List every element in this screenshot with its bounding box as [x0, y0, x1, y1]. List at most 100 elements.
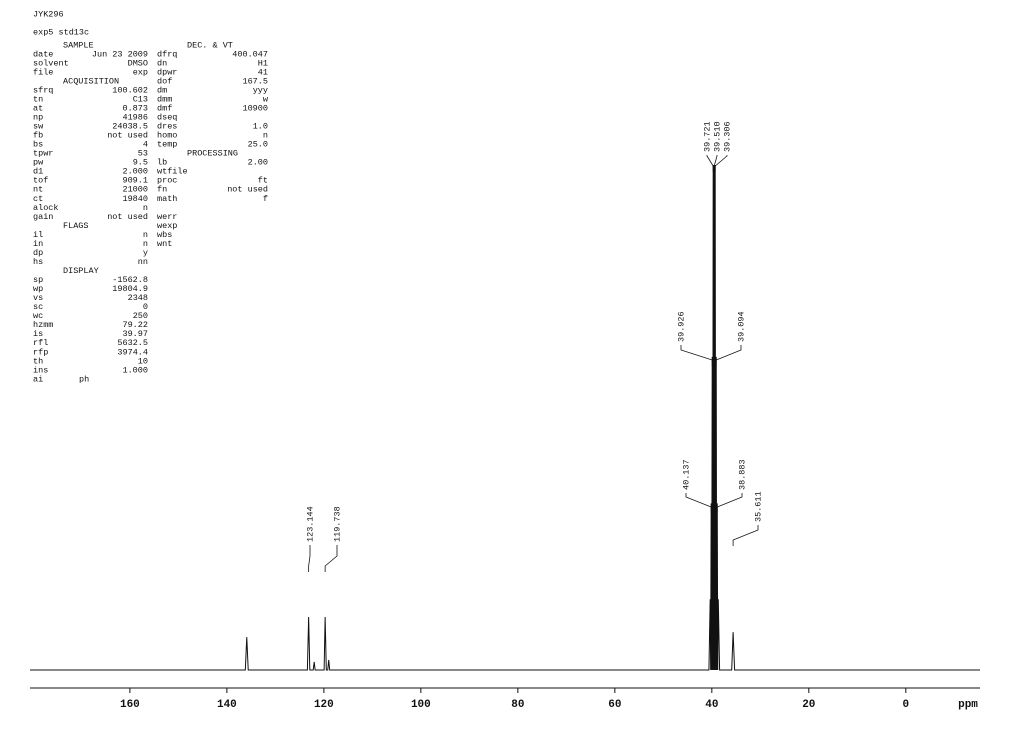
parameter-value: DMSO — [128, 58, 148, 68]
peak-label: 38.883 — [737, 459, 747, 490]
parameter-name: fb — [33, 131, 43, 141]
x-tick-label: 100 — [411, 699, 431, 711]
parameter-name: dfrq — [157, 49, 177, 59]
parameter-name: homo — [157, 131, 177, 141]
parameter-name: werr — [157, 212, 177, 222]
section-heading: DISPLAY — [63, 266, 99, 276]
parameter-name: dpwr — [157, 67, 177, 77]
parameter-value: 167.5 — [242, 76, 268, 86]
peak-leader — [308, 545, 311, 572]
peak-label: 123.144 — [305, 506, 315, 542]
parameter-name: np — [33, 112, 43, 122]
peak-leader — [732, 525, 759, 546]
parameter-value: 10900 — [242, 103, 268, 113]
parameter-value: 19804.9 — [112, 284, 148, 294]
parameter-value: 0 — [143, 302, 148, 312]
parameter-value: exp — [133, 67, 148, 77]
parameter-name: in — [33, 239, 43, 249]
parameter-name: ct — [33, 194, 43, 204]
parameter-name: ai — [33, 374, 43, 384]
parameter-name: vs — [33, 293, 43, 303]
peak-leader — [716, 493, 743, 513]
parameter-name: tn — [33, 94, 43, 104]
peak-leader — [714, 155, 728, 172]
parameter-name: wc — [33, 311, 43, 321]
x-tick-label: 140 — [217, 699, 237, 711]
x-tick-label: 120 — [314, 699, 334, 711]
parameter-value: n — [143, 203, 148, 213]
peak-label: 39.721 — [702, 121, 712, 152]
x-tick-label: 60 — [608, 699, 621, 711]
parameter-value: 909.1 — [122, 176, 148, 186]
parameter-name: sc — [33, 302, 43, 312]
parameter-name: dres — [157, 122, 177, 132]
sample-title: JYK296 — [33, 9, 64, 19]
parameter-name: rfp — [33, 347, 48, 357]
peak-leader — [706, 155, 714, 172]
parameter-name: wbs — [157, 230, 172, 240]
parameter-name: dmm — [157, 94, 172, 104]
parameter-value: 9.5 — [133, 158, 148, 168]
peak-label: 39.926 — [676, 311, 686, 342]
parameter-value: not used — [107, 131, 148, 141]
experiment-name: exp5 std13c — [33, 27, 89, 37]
parameter-value: 24038.5 — [112, 122, 148, 132]
x-tick-label: 40 — [705, 699, 718, 711]
parameter-value: 5632.5 — [117, 338, 148, 348]
parameter-value: not used — [107, 212, 148, 222]
parameter-value: ph — [79, 374, 89, 384]
x-tick-label: 0 — [902, 699, 909, 711]
peak-leader — [713, 155, 718, 172]
parameter-value: 3974.4 — [117, 347, 148, 357]
parameter-value: n — [263, 131, 268, 141]
parameter-value: ft — [258, 176, 268, 186]
parameter-name: sw — [33, 122, 44, 132]
parameter-value: 41 — [258, 67, 268, 77]
parameter-value: 25.0 — [248, 140, 268, 150]
peak-label: 40.137 — [681, 459, 691, 490]
parameter-name: math — [157, 194, 177, 204]
parameter-name: dm — [157, 85, 167, 95]
peak-label: 119.738 — [332, 506, 342, 542]
parameter-value: -1562.8 — [112, 275, 148, 285]
parameter-name: gain — [33, 212, 53, 222]
parameter-value: 1.000 — [122, 365, 148, 375]
section-heading: FLAGS — [63, 221, 89, 231]
peak-leader — [685, 493, 712, 513]
parameter-name: ins — [33, 365, 48, 375]
parameter-name: sfrq — [33, 85, 53, 95]
parameter-value: nn — [138, 257, 148, 267]
parameter-value: f — [263, 194, 268, 204]
parameter-value: C13 — [133, 94, 148, 104]
parameter-value: 2348 — [128, 293, 148, 303]
parameter-name: tpwr — [33, 149, 53, 159]
parameter-name: proc — [157, 176, 177, 186]
parameter-value: 79.22 — [122, 320, 148, 330]
parameter-value: Jun 23 2009 — [92, 49, 148, 59]
parameter-name: dp — [33, 248, 43, 258]
parameter-name: fn — [157, 185, 167, 195]
parameter-name: sp — [33, 275, 43, 285]
parameter-value: 21000 — [122, 185, 148, 195]
parameter-name: is — [33, 329, 43, 339]
peak-leader — [324, 545, 338, 572]
parameter-name: pw — [33, 158, 44, 168]
peak-label: 39.306 — [722, 121, 732, 152]
parameter-value: 0.873 — [122, 103, 148, 113]
x-tick-label: 80 — [511, 699, 524, 711]
parameter-name: lb — [157, 158, 167, 168]
parameter-name: dmf — [157, 103, 172, 113]
x-tick-label: 20 — [802, 699, 815, 711]
parameter-name: wnt — [157, 239, 172, 249]
parameter-value: w — [263, 94, 269, 104]
parameter-name: date — [33, 49, 53, 59]
parameter-value: 53 — [138, 149, 148, 159]
parameter-name: temp — [157, 140, 177, 150]
parameter-name: dn — [157, 58, 167, 68]
parameter-name: il — [33, 230, 43, 240]
parameter-value: 2.000 — [122, 167, 148, 177]
parameter-name: wp — [33, 284, 43, 294]
parameter-value: 2.00 — [248, 158, 268, 168]
